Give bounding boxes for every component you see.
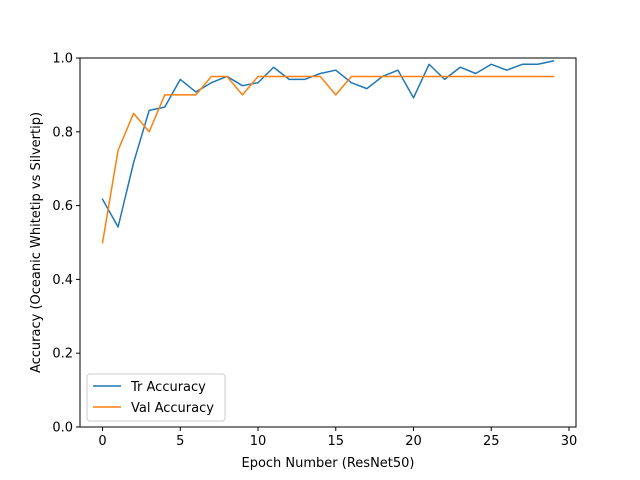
legend-box — [86, 373, 226, 422]
y-tick-label: 0.4 — [52, 273, 73, 288]
x-tick-label: 25 — [483, 434, 500, 449]
x-tick-label: 20 — [405, 434, 422, 449]
plot-lines — [101, 60, 555, 244]
y-tick-label: 0.0 — [52, 421, 73, 436]
x-axis-label: Epoch Number (ResNet50) — [241, 456, 414, 471]
x-tick-label: 30 — [561, 434, 578, 449]
series-line-val-accuracy — [101, 75, 555, 244]
y-tick-label: 1.0 — [52, 52, 73, 67]
y-tick-label: 0.6 — [52, 199, 73, 214]
y-axis-ticks: 0.0 0.2 0.4 0.6 0.8 1.0 — [52, 52, 80, 436]
x-tick-label: 10 — [250, 434, 267, 449]
x-tick-label: 0 — [98, 434, 106, 449]
series-line-tr-accuracy — [101, 60, 555, 228]
legend-label-val-accuracy: Val Accuracy — [131, 401, 214, 416]
y-tick-label: 0.8 — [52, 125, 73, 140]
y-axis-label: Accuracy (Oceanic Whitetip vs Silvertip) — [29, 112, 44, 373]
legend: Tr Accuracy Val Accuracy — [86, 373, 226, 422]
x-axis-ticks: 0 5 10 15 20 25 30 — [98, 427, 577, 449]
x-tick-label: 5 — [176, 434, 184, 449]
plot-frame — [79, 57, 577, 428]
x-tick-label: 15 — [328, 434, 345, 449]
legend-label-tr-accuracy: Tr Accuracy — [130, 380, 206, 395]
y-tick-label: 0.2 — [52, 347, 73, 362]
